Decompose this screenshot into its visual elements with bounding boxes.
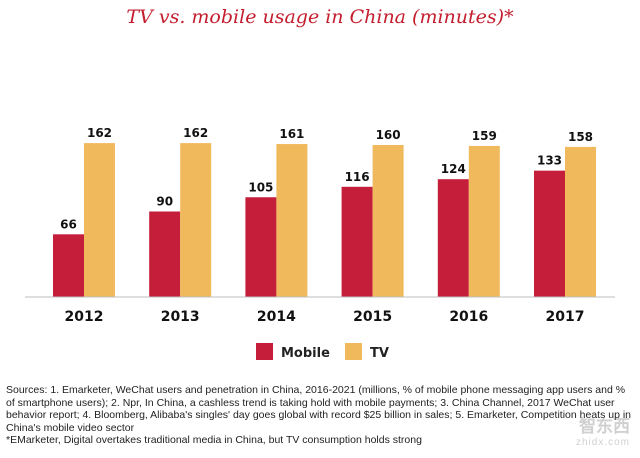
data-label-mobile-2014: 105 <box>248 180 273 194</box>
data-label-tv-2013: 162 <box>183 126 208 140</box>
bar-tv-2016 <box>468 145 500 297</box>
bar-mobile-2017 <box>534 170 565 297</box>
data-label-mobile-2016: 124 <box>441 162 466 176</box>
chart-title: TV vs. mobile usage in China (minutes)* <box>126 6 514 28</box>
bar-mobile-2014 <box>245 197 277 297</box>
bar-mobile-2012 <box>53 234 84 297</box>
bar-mobile-2013 <box>149 211 181 297</box>
x-tick-label-2015: 2015 <box>353 309 392 325</box>
bar-tv-2012 <box>84 143 115 297</box>
legend-swatch-tv <box>345 343 362 360</box>
watermark-logo-text: 智东西 <box>579 417 630 436</box>
bar-tv-2014 <box>276 144 308 297</box>
watermark-url: zhidx.com <box>575 437 630 448</box>
x-tick-label-2014: 2014 <box>257 309 296 325</box>
legend: Mobile TV <box>256 343 389 361</box>
watermark: 智东西 zhidx.com <box>576 412 630 448</box>
bar-tv-2013 <box>180 143 212 297</box>
bar-tv-2017 <box>565 146 596 297</box>
legend-swatch-mobile <box>256 343 273 360</box>
data-label-tv-2015: 160 <box>376 128 401 142</box>
data-label-mobile-2013: 90 <box>156 195 173 209</box>
sources-note: *EMarketer, Digital overtakes traditiona… <box>6 434 422 447</box>
data-label-mobile-2017: 133 <box>537 154 562 168</box>
x-tick-label-2012: 2012 <box>65 309 104 325</box>
data-label-tv-2017: 158 <box>568 130 593 144</box>
bar-chart: 66 162 2012 90 162 2013 105 161 2014 116 160 2015 12… <box>25 126 615 361</box>
bar-mobile-2015 <box>341 186 373 297</box>
data-label-mobile-2015: 116 <box>345 170 370 184</box>
labels-group: 66 162 2012 90 162 2013 105 161 2014 116 160 2015 12… <box>60 126 593 325</box>
x-tick-label-2016: 2016 <box>449 309 488 325</box>
data-label-tv-2012: 162 <box>87 126 112 140</box>
x-tick-label-2017: 2017 <box>546 309 585 325</box>
data-label-mobile-2012: 66 <box>60 217 77 231</box>
x-tick-label-2013: 2013 <box>161 309 200 325</box>
data-label-tv-2016: 159 <box>472 129 497 143</box>
legend-label-tv: TV <box>370 346 389 361</box>
sources-text: Sources: 1. Emarketer, WeChat users and … <box>6 384 632 434</box>
bar-mobile-2016 <box>437 179 469 297</box>
data-label-tv-2014: 161 <box>279 127 304 141</box>
bars-group <box>53 143 596 297</box>
bar-tv-2015 <box>372 145 404 297</box>
sources-footnote: Sources: 1. Emarketer, WeChat users and … <box>6 384 634 447</box>
legend-label-mobile: Mobile <box>281 346 330 361</box>
